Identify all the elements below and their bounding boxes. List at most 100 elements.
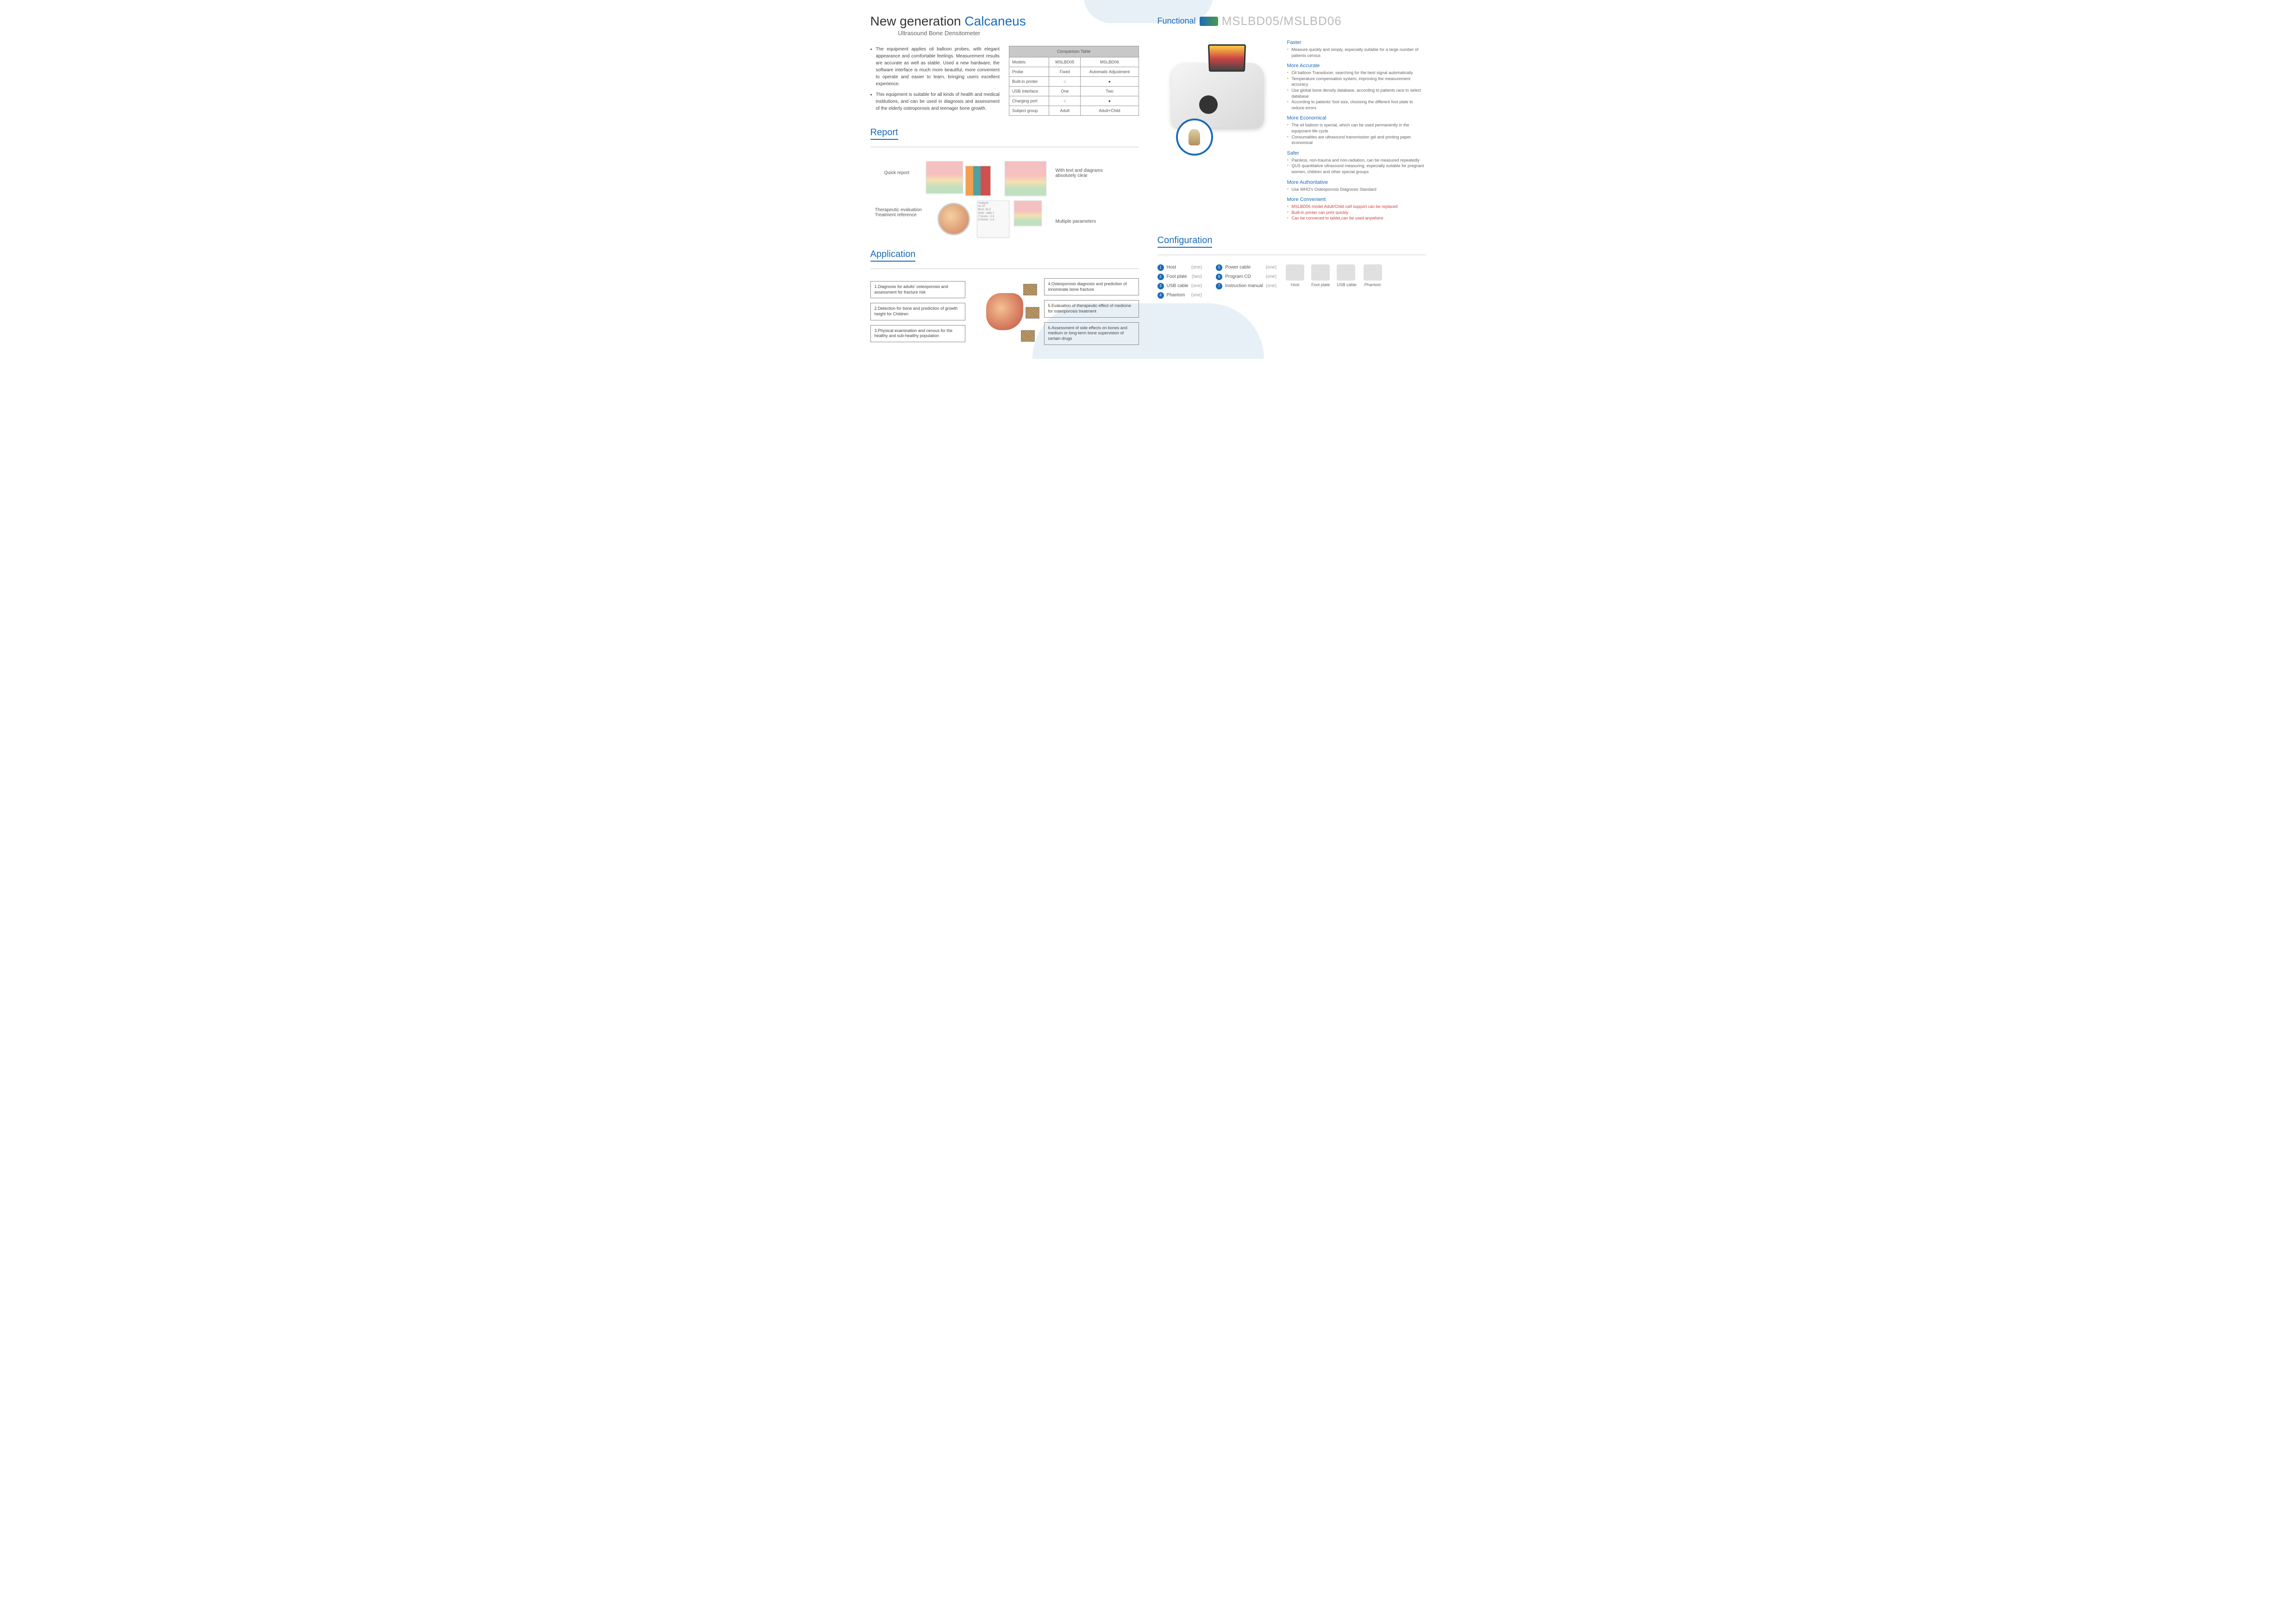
config-number-badge: 6 <box>1216 274 1222 280</box>
intro-bullets: The equipment applies oil balloon probes… <box>870 46 1000 116</box>
feature-item: MSLBD06 model Adult/Child calf support c… <box>1287 204 1426 210</box>
device-body <box>1171 63 1264 128</box>
model-numbers: MSLBD05/MSLBD06 <box>1222 14 1342 28</box>
functional-header: Functional MSLBD05/MSLBD06 <box>1157 14 1426 28</box>
main-title: New generation Calcaneus <box>870 14 1139 29</box>
feature-item: Can be conneced to tablet,can be used an… <box>1287 215 1426 221</box>
comparison-table: Comparison Table ModelsMSLBD05MSLBD06Pro… <box>1009 46 1139 116</box>
config-number-badge: 1 <box>1157 264 1164 271</box>
bone-sample-icon <box>1023 284 1037 295</box>
foot-anatomy-icon <box>938 203 970 235</box>
config-image-label: Phantom <box>1364 282 1382 287</box>
subtitle: Ultrasound Bone Densitometer <box>898 30 1139 37</box>
table-cell: Subject group <box>1009 106 1049 115</box>
report-chart-2 <box>965 166 991 196</box>
config-qty: (one) <box>1191 293 1202 298</box>
config-image-label: Foot plate <box>1311 282 1330 287</box>
config-number-badge: 4 <box>1157 292 1164 299</box>
bone-sample-icon <box>1021 330 1035 342</box>
feature-title: Faster <box>1287 40 1426 45</box>
feature-title: More Accurate <box>1287 63 1426 69</box>
feature-item: Painless, non-trauma and non-radiation, … <box>1287 157 1426 163</box>
report-heading: Report <box>870 127 898 140</box>
application-heading: Application <box>870 249 916 262</box>
configuration-area: 1Host(one)2Foot plate(two)3USB cable(one… <box>1157 264 1426 299</box>
feature-group: More Convenient MSLBD06 model Adult/Child… <box>1287 197 1426 221</box>
config-image-label: USB cable <box>1337 282 1357 287</box>
config-name: Phantom <box>1167 293 1185 298</box>
config-image-label: Host <box>1286 282 1304 287</box>
table-cell: Fixed <box>1049 67 1081 76</box>
feature-title: More Convenient <box>1287 197 1426 202</box>
config-item: 3USB cable(one) <box>1157 283 1202 289</box>
config-qty: (two) <box>1192 274 1202 279</box>
report-diagram: Quick report With text and diagrams abso… <box>870 157 1139 240</box>
feature-item: Use WHO's Osteoporosis Diagnosis Standar… <box>1287 187 1426 193</box>
config-name: Power cable <box>1225 265 1251 270</box>
config-image-box: Phantom <box>1364 264 1382 287</box>
table-cell: Built-in printer <box>1009 76 1049 86</box>
title-prefix: New generation <box>870 14 965 28</box>
report-chart-1 <box>926 161 963 194</box>
application-box: 3.Physical examination and census for th… <box>870 325 965 342</box>
config-item: 6Program CD (one) <box>1216 274 1276 280</box>
title-accent: Calcaneus <box>964 14 1026 28</box>
table-cell: MSLBD06 <box>1081 57 1139 67</box>
heel-bone-icon <box>1189 129 1200 145</box>
feature-item: Use global bone density database, accord… <box>1287 88 1426 99</box>
report-chart-3 <box>1005 161 1046 196</box>
config-image-box: USB cable <box>1337 264 1357 287</box>
bone-sample-icon <box>1026 307 1039 319</box>
config-number-badge: 2 <box>1157 274 1164 280</box>
config-image-box: Host <box>1286 264 1304 287</box>
config-name: Program CD <box>1225 274 1251 279</box>
configuration-heading: Configuration <box>1157 235 1213 248</box>
application-center-image <box>972 279 1037 344</box>
application-box: 2.Detection for bone and prediction of g… <box>870 303 965 320</box>
feature-item: According to patients' foot size, choosi… <box>1287 99 1426 111</box>
table-cell: USB Interface <box>1009 86 1049 96</box>
config-item: 5Power cable(one) <box>1216 264 1276 271</box>
config-qty: (one) <box>1266 283 1276 288</box>
config-qty: (one) <box>1266 274 1276 279</box>
device-probe-hole <box>1199 95 1218 114</box>
config-number-badge: 3 <box>1157 283 1164 289</box>
feature-item: Consumables are ultrasound transmission … <box>1287 134 1426 146</box>
feature-group: SaferPainless, non-trauma and non-radiat… <box>1287 150 1426 175</box>
config-qty: (one) <box>1266 265 1276 270</box>
config-item: 1Host(one) <box>1157 264 1202 271</box>
config-number-badge: 7 <box>1216 283 1222 289</box>
brand-logo-icon <box>1200 17 1218 26</box>
table-cell: Models <box>1009 57 1049 67</box>
table-cell: Automatic Adjustment <box>1081 67 1139 76</box>
config-qty: (one) <box>1191 283 1202 288</box>
feature-title: More Authoritative <box>1287 180 1426 185</box>
table-cell: MSLBD05 <box>1049 57 1081 67</box>
intro-bullet: The equipment applies oil balloon probes… <box>876 46 1000 88</box>
config-product-icon <box>1364 264 1382 281</box>
feature-item: Built-in printer can print quickly <box>1287 210 1426 216</box>
application-box: 1.Diagnosis for adults' osteoporosis and… <box>870 281 965 298</box>
report-label-therapeutic: Therapeutic evaluation Treatment referen… <box>875 207 931 218</box>
functional-label: Functional <box>1157 16 1196 26</box>
report-label-text: With text and diagrams absolutely clear <box>1056 168 1111 178</box>
table-cell: Probe <box>1009 67 1049 76</box>
config-name: Host <box>1167 265 1176 270</box>
config-product-icon <box>1337 264 1355 281</box>
feature-item: Temperature compensation system, improvi… <box>1287 76 1426 88</box>
feature-item: Oil balloon Transducer, searching for th… <box>1287 70 1426 76</box>
feature-title: More Economical <box>1287 115 1426 121</box>
intro-bullet: This equipment is suitable for all kinds… <box>876 91 1000 112</box>
heel-detail-circle <box>1176 119 1213 156</box>
application-box: 5.Evaluation of therapeutic effect of me… <box>1044 300 1139 317</box>
table-cell: One <box>1049 86 1081 96</box>
config-image-box: Foot plate <box>1311 264 1330 287</box>
report-label-quick: Quick report <box>884 170 909 175</box>
application-grid: 1.Diagnosis for adults' osteoporosis and… <box>870 278 1139 345</box>
application-box: 6.Assessment of side effects on bones an… <box>1044 322 1139 345</box>
title-block: New generation Calcaneus Ultrasound Bone… <box>870 14 1139 37</box>
config-name: Foot plate <box>1167 274 1187 279</box>
application-box: 4.Osteoporosis diagnosis and prediction … <box>1044 278 1139 295</box>
feature-title: Safer <box>1287 150 1426 156</box>
table-cell: ● <box>1081 96 1139 106</box>
